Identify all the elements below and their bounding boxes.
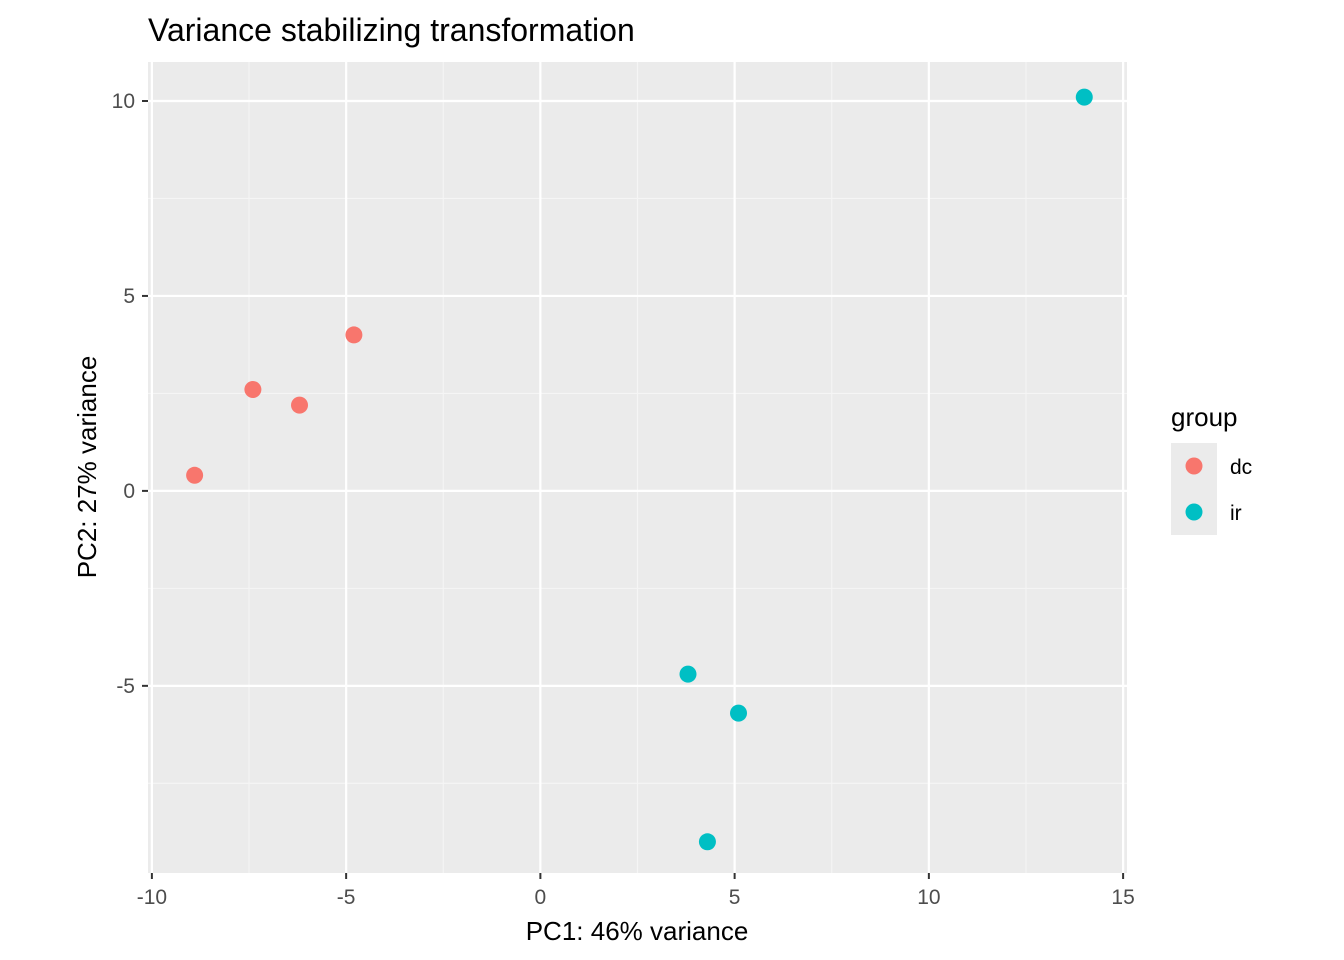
x-axis-title: PC1: 46% variance: [526, 916, 749, 946]
data-point-ir: [730, 704, 748, 722]
x-tick-label: 5: [729, 886, 741, 909]
legend-title: group: [1171, 402, 1238, 432]
y-tick-label: 10: [112, 90, 135, 113]
major-gridlines: [148, 62, 1127, 873]
y-tick-label: -5: [116, 675, 135, 698]
chart-title: Variance stabilizing transformation: [148, 12, 635, 48]
legend-items: dc ir: [1171, 443, 1252, 535]
legend-label-dc: dc: [1230, 456, 1252, 479]
x-tick-label: 10: [917, 886, 940, 909]
x-tick-label: 15: [1111, 886, 1134, 909]
legend-key-ir: [1185, 503, 1203, 521]
legend-key-background: [1171, 443, 1217, 535]
y-tick-label: 5: [123, 285, 135, 308]
data-point-dc: [345, 326, 363, 344]
data-point-ir: [698, 833, 716, 851]
y-tick-label: 0: [123, 480, 135, 503]
y-axis-title: PC2: 27% variance: [72, 356, 102, 579]
y-axis-tick-labels: -5 0 5 10: [112, 90, 135, 698]
x-tick-label: -10: [137, 886, 167, 909]
data-point-ir: [679, 665, 697, 683]
x-axis-tick-labels: -10 -5 0 5 10 15: [137, 886, 1135, 909]
data-point-dc: [244, 381, 262, 399]
data-points: [186, 88, 1093, 851]
legend: group dc ir: [1171, 402, 1252, 535]
data-point-ir: [1075, 88, 1093, 106]
legend-label-ir: ir: [1230, 502, 1242, 525]
minor-gridlines: [148, 62, 1127, 873]
x-tick-label: 0: [535, 886, 547, 909]
legend-key-dc: [1185, 457, 1203, 475]
x-tick-label: -5: [337, 886, 356, 909]
axis-ticks: [142, 99, 1125, 879]
data-point-dc: [291, 396, 309, 414]
data-point-dc: [186, 466, 204, 484]
